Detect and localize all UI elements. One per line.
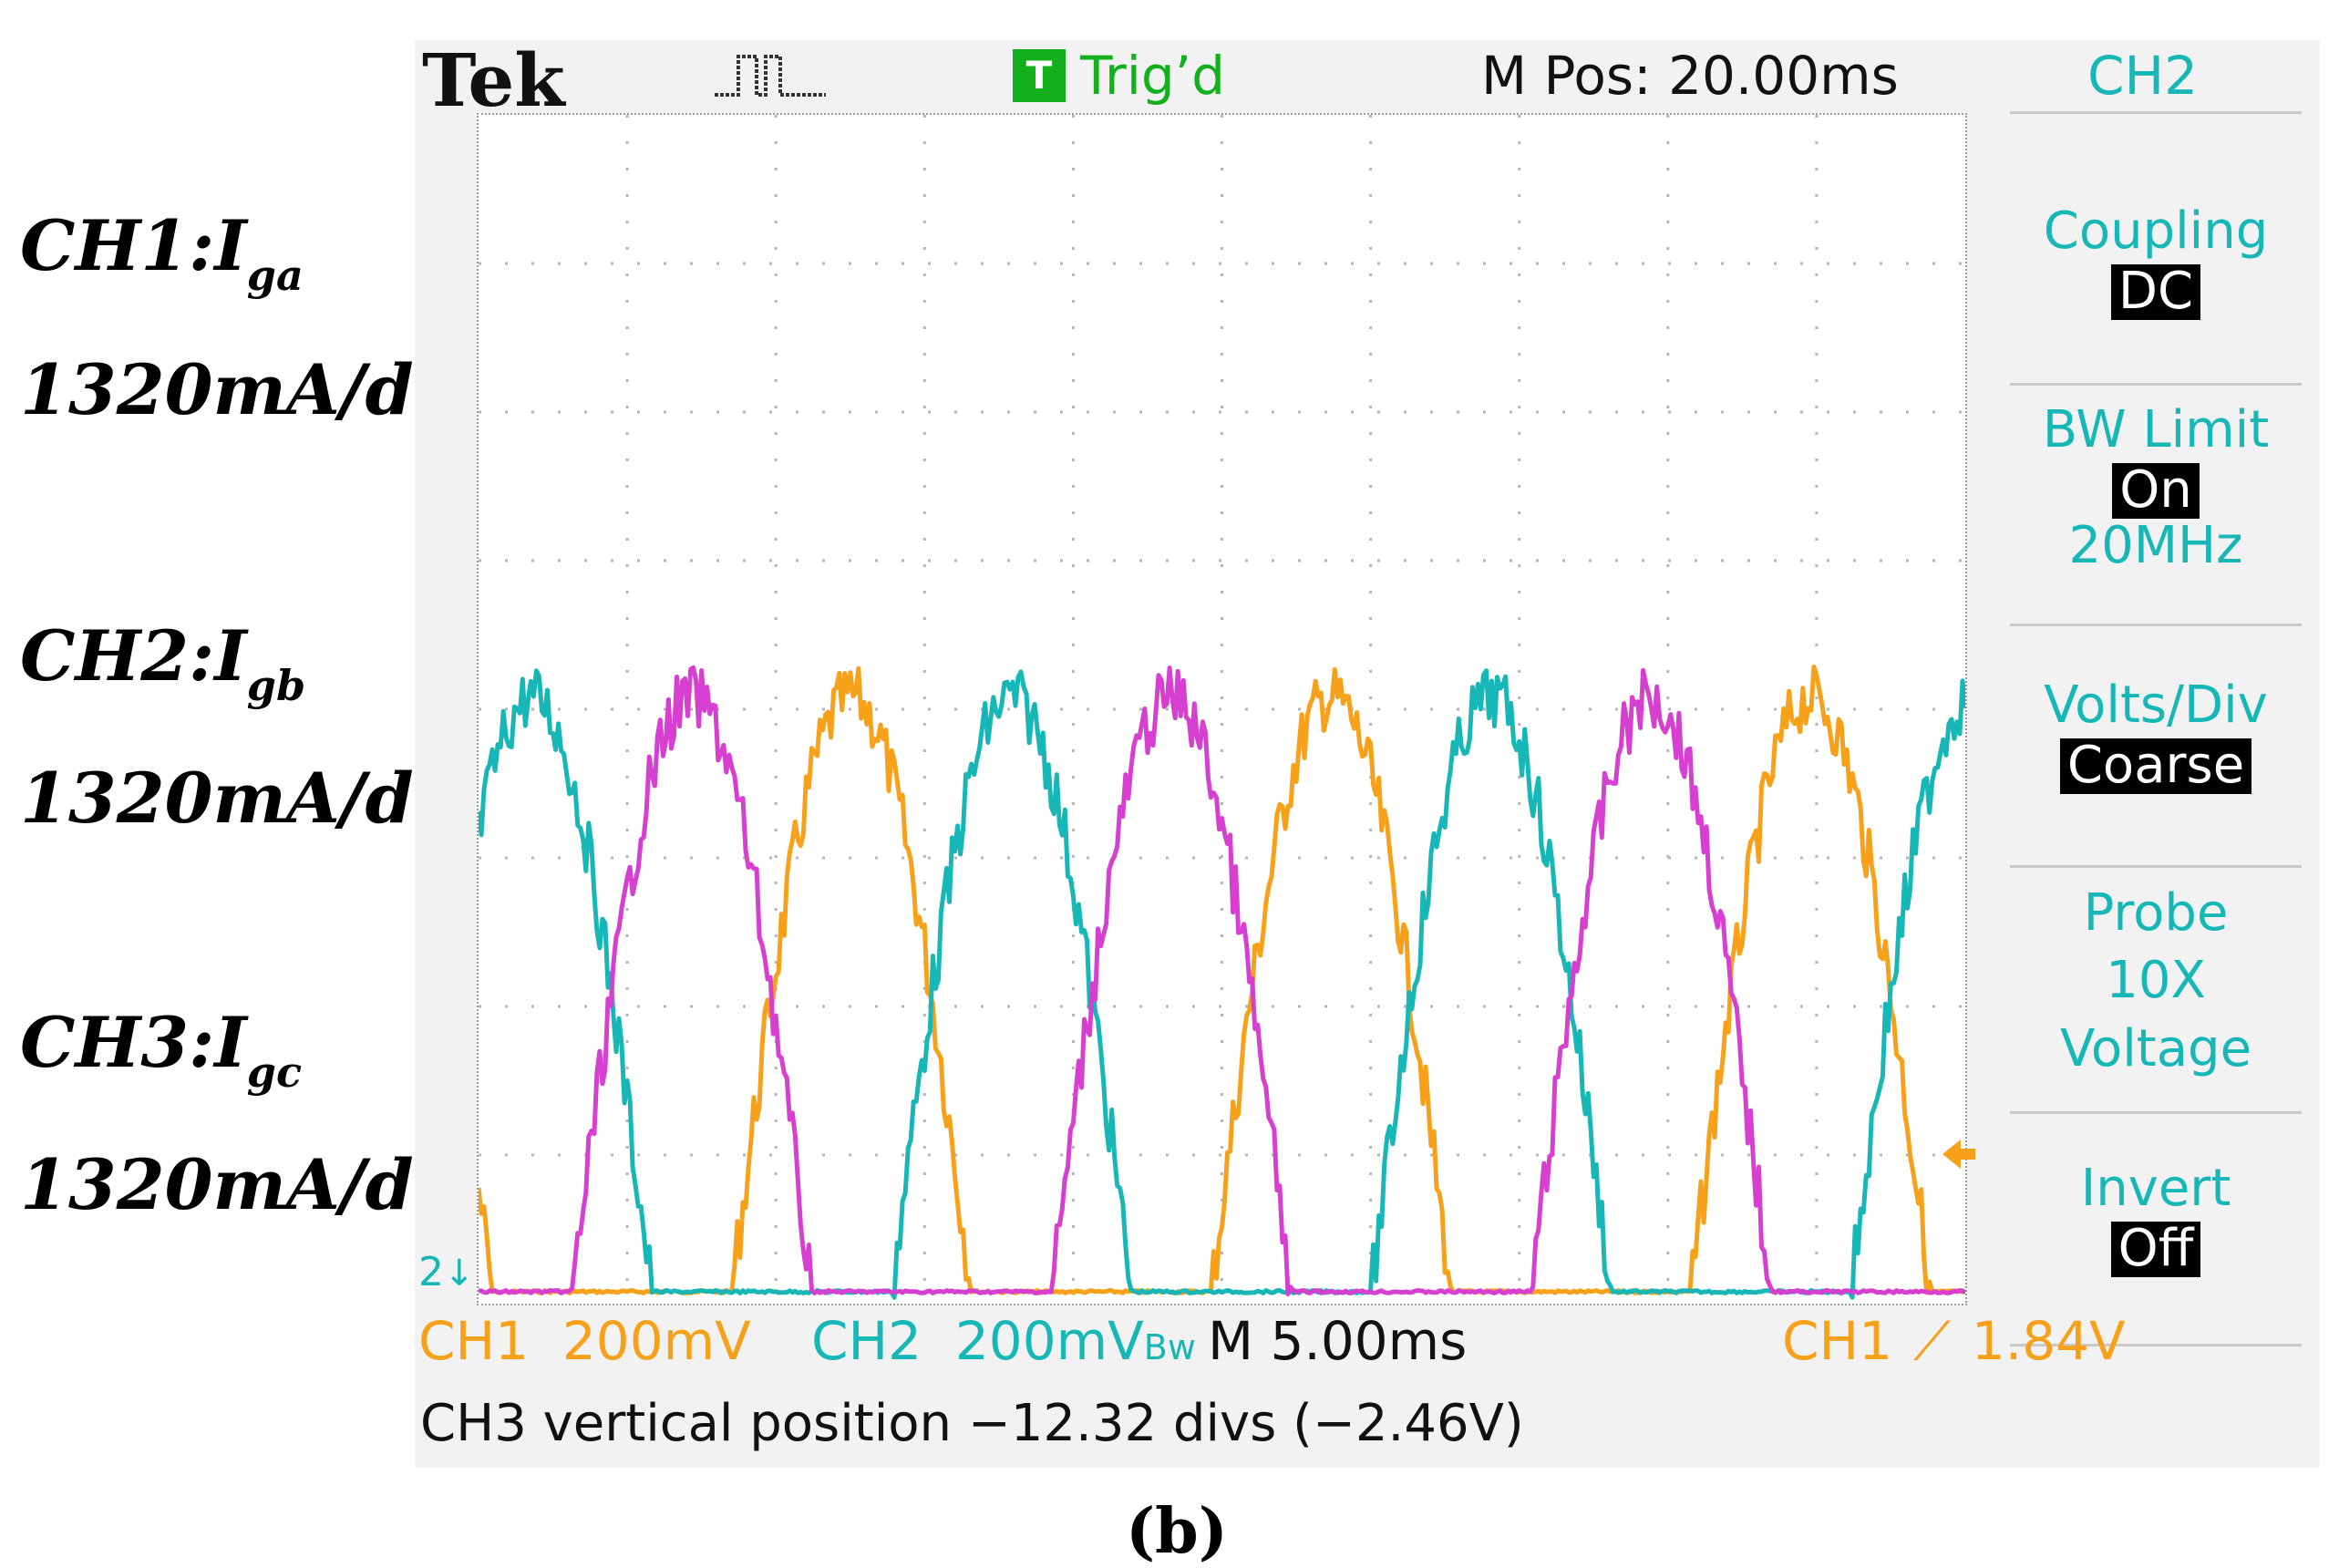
ch3-waveform-trace bbox=[479, 665, 1965, 1296]
ch1-readout-scale: 200mV bbox=[562, 1310, 751, 1372]
trigger-level-marker-icon bbox=[1942, 1140, 1975, 1169]
menu-bw-limit-label: BW Limit bbox=[2042, 400, 2270, 459]
label-ch3-prefix: CH3:I bbox=[20, 1002, 247, 1083]
menu-separator bbox=[2010, 1111, 2302, 1114]
label-ch3-scale: 1320mA/div bbox=[20, 1144, 480, 1225]
menu-volts-div-value: Coarse bbox=[2059, 738, 2252, 794]
waveform-graticule bbox=[477, 113, 1967, 1305]
menu-separator bbox=[2010, 624, 2302, 626]
timebase-readout: M 5.00ms bbox=[1208, 1310, 1468, 1372]
figure-caption: (b) bbox=[1126, 1495, 1228, 1568]
menu-volts-div-label: Volts/Div bbox=[2044, 676, 2268, 735]
label-ch2-prefix: CH2:I bbox=[20, 615, 247, 696]
label-ch1-scale: 1320mA/div bbox=[20, 349, 480, 430]
trigger-readout-channel: CH1 bbox=[1782, 1310, 1893, 1372]
menu-probe-line2: 10X bbox=[2106, 951, 2206, 1011]
status-message: CH3 vertical position −12.32 divs (−2.46… bbox=[420, 1394, 1524, 1453]
menu-invert-label: Invert bbox=[2080, 1159, 2231, 1218]
menu-coupling-label: Coupling bbox=[2043, 201, 2269, 261]
menu-invert[interactable]: Invert Off bbox=[2010, 1161, 2302, 1277]
oscilloscope-screen: Tek T Trig’d M Pos: 20.00ms CH2 2↓ Coupl… bbox=[415, 40, 2320, 1468]
menu-probe-line3: Voltage bbox=[2059, 1018, 2252, 1078]
bandwidth-limit-mark: Bw bbox=[1143, 1327, 1196, 1367]
horizontal-position: M Pos: 20.00ms bbox=[1481, 45, 1899, 107]
menu-volts-div[interactable]: Volts/Div Coarse bbox=[2010, 676, 2302, 794]
menu-bw-limit-value: On bbox=[2112, 462, 2200, 519]
menu-separator bbox=[2010, 383, 2302, 386]
ch1-readout-name: CH1 bbox=[418, 1310, 530, 1372]
trigger-readout: CH1 ⟋ 1.84V bbox=[1782, 1315, 2126, 1367]
label-ch3: CH3:Igc bbox=[20, 1008, 302, 1094]
label-ch3-sub: gc bbox=[246, 1047, 302, 1097]
figure-caption-text: (b) bbox=[1126, 1495, 1228, 1568]
menu-separator bbox=[2010, 1344, 2302, 1346]
menu-probe-label: Probe bbox=[2083, 883, 2229, 943]
trigger-status-icon: T bbox=[1013, 49, 1066, 102]
ch2-ground-marker: 2↓ bbox=[418, 1249, 475, 1295]
menu-coupling-value: DC bbox=[2110, 263, 2201, 320]
ch2-readout-name: CH2 bbox=[811, 1310, 922, 1372]
ch2-waveform-trace bbox=[479, 668, 1965, 1300]
menu-separator bbox=[2010, 111, 2302, 114]
label-ch1-prefix: CH1:I bbox=[20, 205, 247, 286]
waveform-plot bbox=[479, 115, 1965, 1304]
menu-coupling[interactable]: Coupling DC bbox=[2010, 201, 2302, 320]
menu-bw-limit-extra: 20MHz bbox=[2068, 515, 2243, 575]
menu-channel-title[interactable]: CH2 bbox=[2087, 45, 2199, 107]
acquisition-pulse-icon bbox=[715, 55, 826, 97]
ch1-readout: CH1 200mV bbox=[418, 1315, 751, 1367]
ch2-readout: CH2 200mVBw bbox=[811, 1315, 1196, 1367]
label-ch2-sub: gb bbox=[246, 661, 306, 710]
label-ch1-sub: ga bbox=[246, 251, 304, 300]
label-ch1: CH1:Iga bbox=[20, 211, 304, 297]
menu-bw-limit[interactable]: BW Limit On 20MHz bbox=[2010, 400, 2302, 575]
menu-invert-value: Off bbox=[2110, 1221, 2201, 1277]
trigger-status: Trig’d bbox=[1080, 45, 1225, 107]
menu-separator bbox=[2010, 865, 2302, 868]
rising-edge-icon: ⟋ bbox=[1913, 1310, 1951, 1372]
brand-logo: Tek bbox=[422, 37, 565, 123]
ch2-readout-scale: 200mV bbox=[954, 1310, 1144, 1372]
label-ch2-scale: 1320mA/div bbox=[20, 758, 480, 839]
label-ch2: CH2:Igb bbox=[20, 622, 305, 707]
menu-probe[interactable]: Probe 10X Voltage bbox=[2010, 883, 2302, 1078]
trigger-readout-level: 1.84V bbox=[1971, 1310, 2126, 1372]
